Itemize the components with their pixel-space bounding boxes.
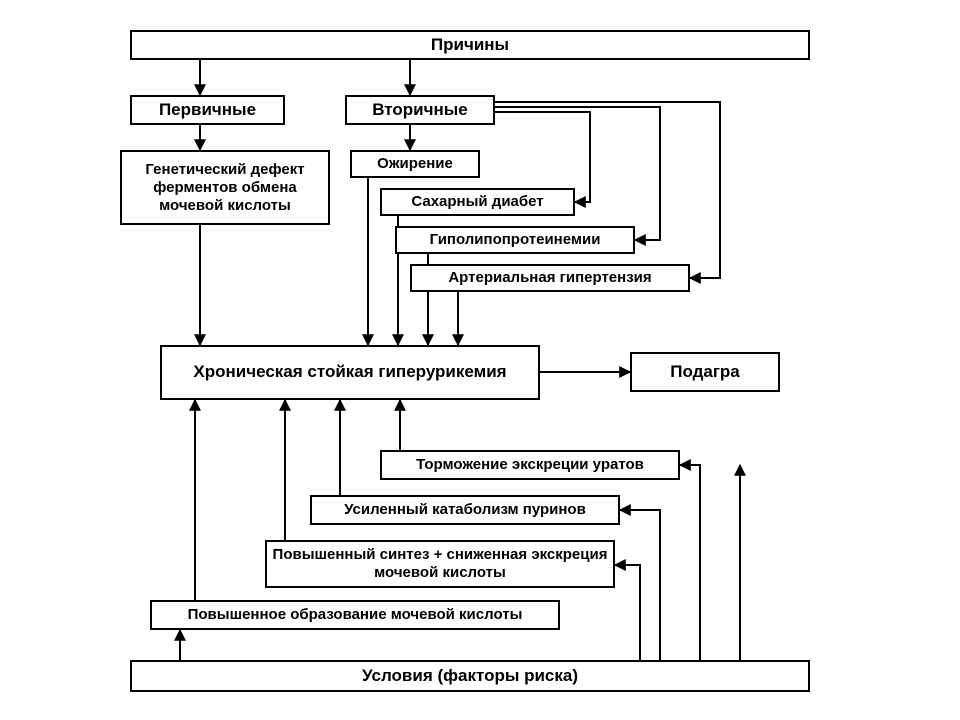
node-diabetes: Сахарный диабет (380, 188, 575, 216)
node-conditions: Условия (факторы риска) (130, 660, 810, 692)
node-hypolipo: Гиполипопротеинемии (395, 226, 635, 254)
node-label: Вторичные (372, 100, 467, 120)
edge-secondary-hypolipo (495, 107, 660, 240)
node-label: Гиполипопротеинемии (430, 231, 601, 249)
node-label: Усиленный катаболизм пуринов (344, 501, 586, 519)
node-label: Торможение экскреции уратов (416, 456, 644, 474)
node-label: Сахарный диабет (411, 193, 543, 211)
node-label: Повышенное образование мочевой кислоты (188, 606, 523, 624)
node-formation: Повышенное образование мочевой кислоты (150, 600, 560, 630)
node-causes: Причины (130, 30, 810, 60)
node-gout: Подагра (630, 352, 780, 392)
node-secondary: Вторичные (345, 95, 495, 125)
node-label: Хроническая стойкая гиперурикемия (193, 362, 506, 382)
node-label: Подагра (670, 362, 740, 382)
node-catabolism: Усиленный катаболизм пуринов (310, 495, 620, 525)
node-synthesis: Повышенный синтез + сниженная экскреция … (265, 540, 615, 588)
edge-conditions-catabolism (620, 510, 660, 660)
node-inhibition: Торможение экскреции уратов (380, 450, 680, 480)
node-label: Артериальная гипертензия (448, 269, 651, 287)
node-label: Условия (факторы риска) (362, 666, 578, 686)
node-primary: Первичные (130, 95, 285, 125)
node-label: Первичные (159, 100, 256, 120)
node-label: Повышенный синтез + сниженная экскреция … (271, 546, 609, 582)
edge-conditions-inhibition (680, 465, 700, 660)
node-label: Причины (431, 35, 509, 55)
node-label: Ожирение (377, 155, 453, 173)
node-hypertension: Артериальная гипертензия (410, 264, 690, 292)
flowchart-stage: Причины Первичные Вторичные Генетический де… (0, 0, 960, 720)
node-hyperuricemia: Хроническая стойкая гиперурикемия (160, 345, 540, 400)
node-label: Генетический дефект ферментов обмена моч… (126, 161, 324, 215)
node-obesity: Ожирение (350, 150, 480, 178)
node-genetic: Генетический дефект ферментов обмена моч… (120, 150, 330, 225)
edge-conditions-synthesis (615, 565, 640, 660)
